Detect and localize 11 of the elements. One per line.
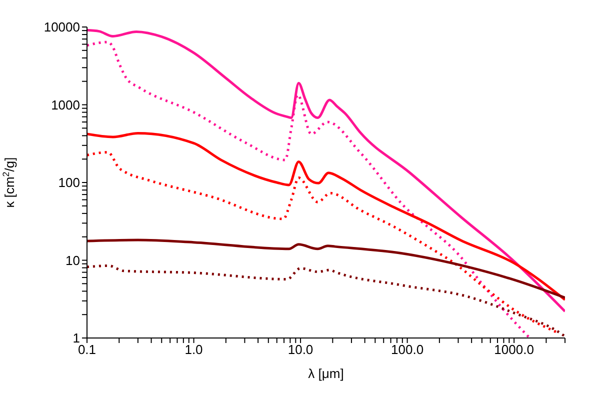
y-tick-label: 1 xyxy=(72,330,80,346)
x-axis-title: λ [μm] xyxy=(308,366,344,381)
x-tick-label: 1000.0 xyxy=(494,342,534,358)
x-tick-label: 100.0 xyxy=(391,342,424,358)
x-tick-label: 10.0 xyxy=(288,342,314,358)
y-tick-label: 1000 xyxy=(51,97,80,112)
x-tick-label: 1.0 xyxy=(184,342,203,358)
y-tick-label: 100 xyxy=(58,175,80,190)
y-tick-label: 10000 xyxy=(44,20,80,35)
x-tick-label: 0.1 xyxy=(78,342,96,358)
y-tick-label: 10 xyxy=(66,252,80,268)
